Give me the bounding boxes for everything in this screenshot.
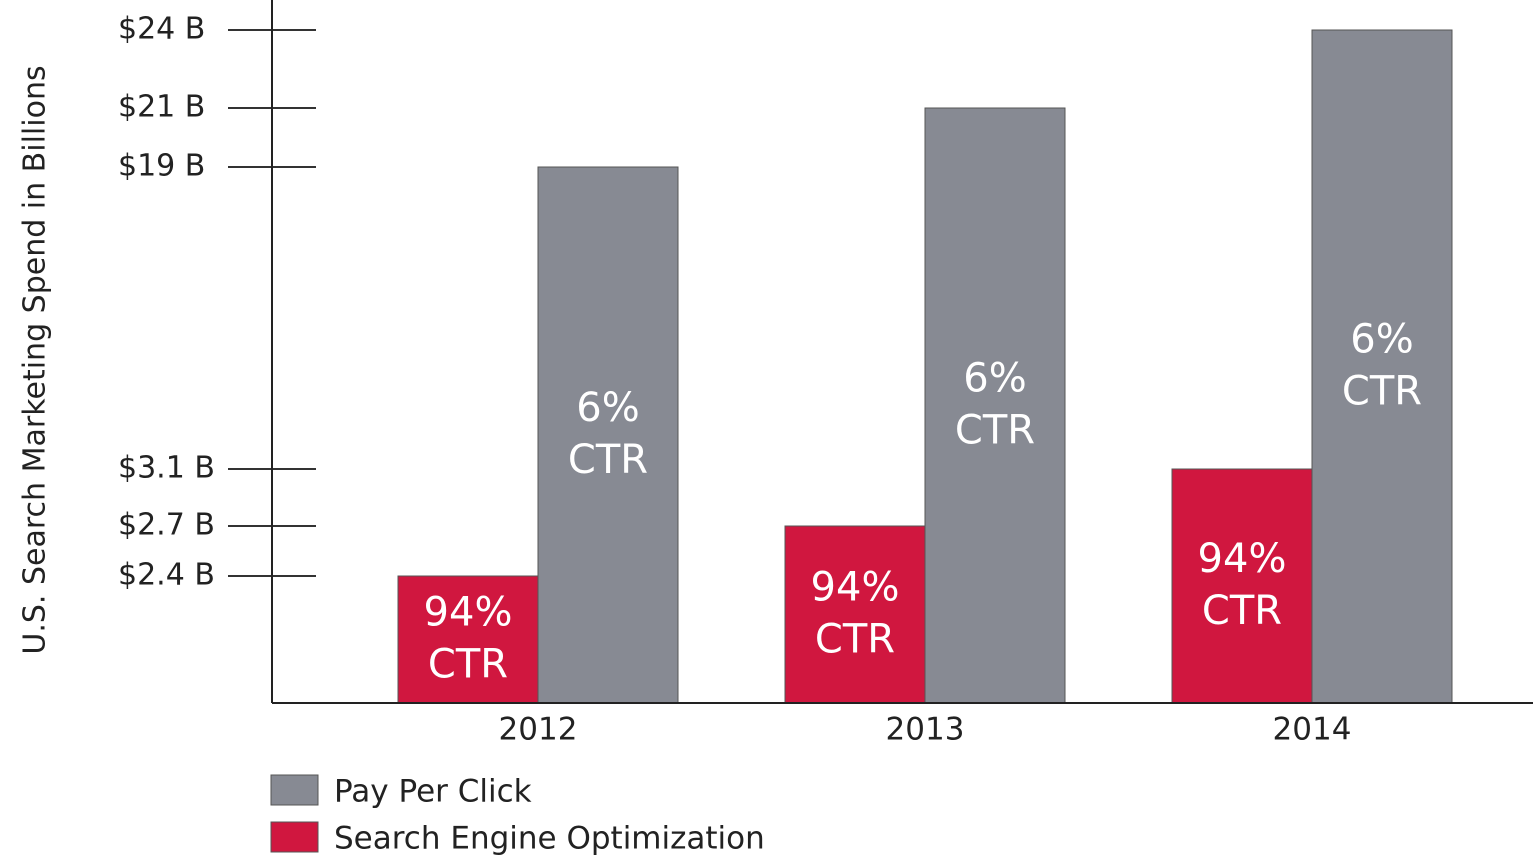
- legend-swatch: [270, 774, 319, 806]
- x-tick-label: 2014: [1273, 712, 1352, 748]
- bar-annotation: 6%: [963, 356, 1026, 402]
- bar-annotation: 6%: [1350, 317, 1413, 363]
- bar: [1311, 29, 1453, 704]
- legend-label: Search Engine Optimization: [334, 821, 765, 857]
- x-tick-label: 2012: [499, 712, 578, 748]
- bar-annotation: CTR: [1342, 369, 1422, 415]
- bar-annotation: CTR: [1202, 588, 1282, 634]
- y-axis-label: U.S. Search Marketing Spend in Billions: [18, 65, 53, 654]
- bar: [1171, 468, 1313, 704]
- bar: [537, 166, 679, 704]
- bar-annotation: 6%: [576, 385, 639, 431]
- bar-annotation: CTR: [955, 408, 1035, 454]
- bar: [784, 525, 926, 704]
- y-tick-label: $2.4 B: [118, 558, 215, 593]
- bar-annotation: CTR: [815, 617, 895, 663]
- bar-annotation: 94%: [811, 565, 900, 611]
- bar-annotation: CTR: [568, 437, 648, 483]
- bar-annotation: 94%: [1198, 536, 1287, 582]
- legend-swatch: [270, 821, 319, 853]
- legend-label: Pay Per Click: [334, 774, 532, 810]
- bar-annotation: 94%: [424, 590, 513, 636]
- y-tick-label: $19 B: [118, 149, 205, 184]
- bar-annotation: CTR: [428, 642, 508, 688]
- x-tick-label: 2013: [886, 712, 965, 748]
- bar: [924, 107, 1066, 704]
- y-tick-label: $3.1 B: [118, 451, 215, 486]
- y-tick-label: $2.7 B: [118, 508, 215, 543]
- y-tick-label: $24 B: [118, 12, 205, 47]
- y-tick-label: $21 B: [118, 90, 205, 125]
